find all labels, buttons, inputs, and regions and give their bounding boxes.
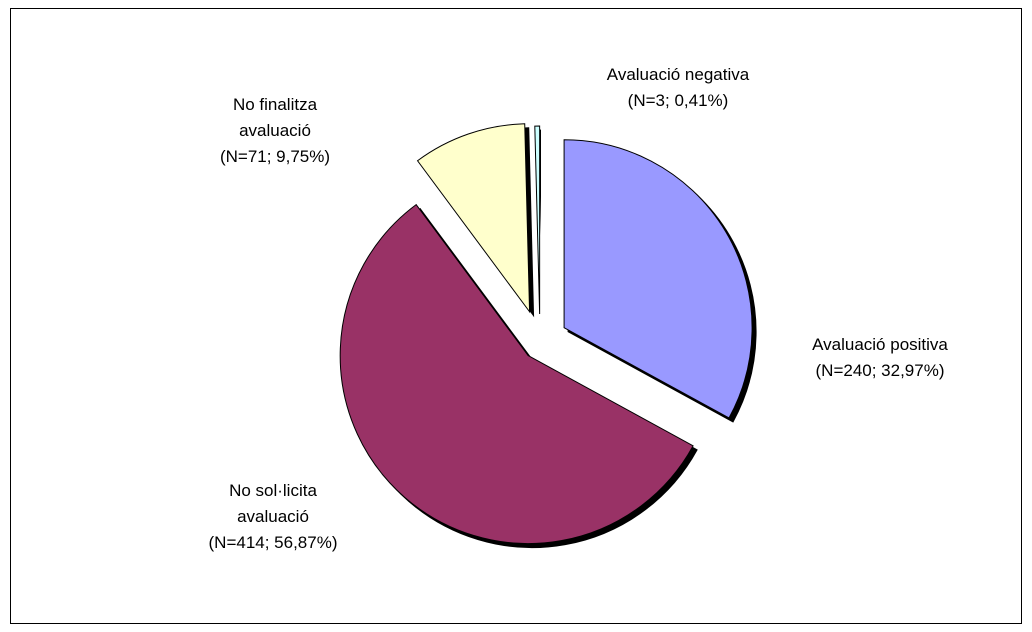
slice-label: Avaluació positiva [812,335,948,354]
pie-slice [534,125,541,315]
slice-label: No sol·licita avaluació [229,481,317,526]
slice-label: No finalitza avaluació [232,95,318,140]
value-label: (N=414; 56,87%) [208,533,338,552]
pie-slice [416,123,531,314]
value-label: (N=3; 0,41%) [627,91,729,110]
slice-label: Avaluació negativa [606,65,750,84]
pie-slice [563,139,753,419]
value-label: (N=71; 9,75%) [219,147,331,166]
pie-slice [339,203,694,545]
value-label: (N=240; 32,97%) [815,361,945,380]
